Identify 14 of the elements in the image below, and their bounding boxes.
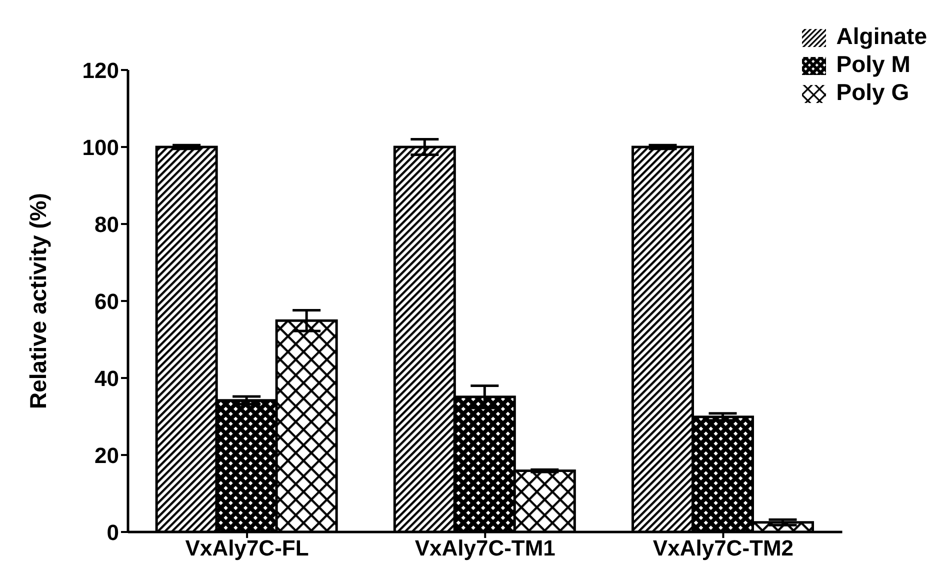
y-tick-label: 80: [94, 212, 119, 237]
y-tick-label: 20: [94, 442, 119, 468]
legend-label: Alginate: [836, 23, 927, 49]
x-tick-label: VxAly7C-FL: [185, 536, 309, 561]
legend-label: Poly G: [836, 79, 910, 105]
y-axis-title: Relative activity (%): [25, 192, 52, 410]
y-tick-label: 0: [106, 520, 119, 545]
y-tick-label: 60: [94, 288, 119, 314]
y-tick-label: 120: [82, 58, 119, 83]
x-tick-label: VxAly7C-TM2: [652, 536, 794, 561]
legend-label: Poly M: [836, 51, 910, 77]
x-tick-label: VxAly7C-TM1: [414, 536, 556, 561]
y-tick-label: 40: [94, 366, 119, 391]
y-tick-label: 100: [82, 134, 119, 160]
